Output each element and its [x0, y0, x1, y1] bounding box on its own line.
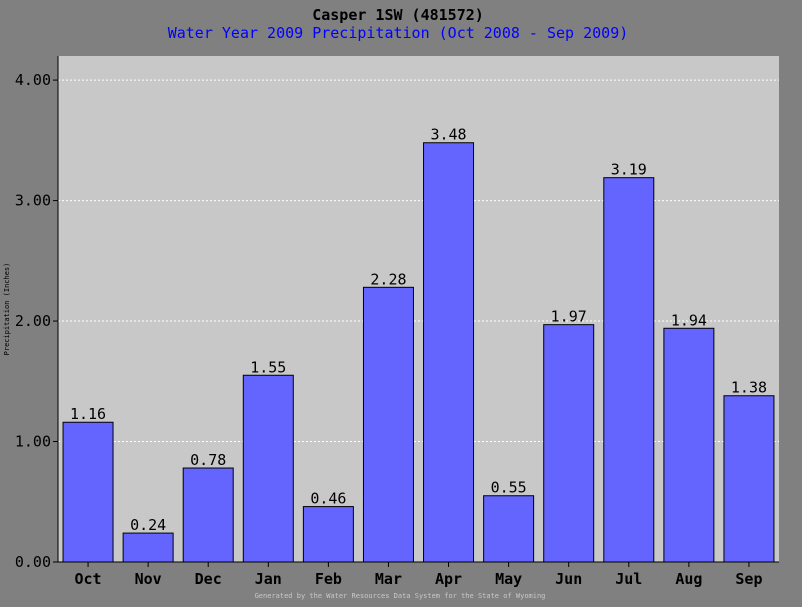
value-label-sep: 1.38: [731, 379, 767, 397]
x-tick-label-feb: Feb: [315, 570, 342, 588]
value-labels-group: 1.16 0.24 0.78 1.55 0.46 2.28 3.48 0.55 1.97 3.19…: [70, 126, 767, 534]
x-tick-label-may: May: [495, 570, 522, 588]
bars-group: [62, 142, 775, 563]
value-label-jun: 1.97: [551, 308, 587, 326]
footer-credit: Generated by the Water Resources Data Sy…: [255, 592, 546, 600]
value-label-may: 0.55: [491, 479, 527, 497]
bar-jun: [543, 324, 595, 563]
bar-oct: [62, 421, 114, 563]
y-axis-label: Precipitation (Inches): [3, 263, 11, 356]
bar-dec: [182, 467, 234, 563]
value-label-feb: 0.46: [310, 490, 346, 508]
x-tick-label-nov: Nov: [135, 570, 162, 588]
gridlines: [58, 79, 779, 443]
bar-mar: [362, 286, 414, 563]
value-label-dec: 0.78: [190, 451, 226, 469]
y-tick-label: 2.00: [15, 312, 51, 330]
x-tick-label-dec: Dec: [195, 570, 222, 588]
value-label-apr: 3.48: [430, 126, 466, 144]
x-tick-label-jul: Jul: [615, 570, 642, 588]
bar-jan: [242, 374, 294, 563]
x-tick-label-mar: Mar: [375, 570, 402, 588]
value-label-aug: 1.94: [671, 311, 707, 329]
value-label-oct: 1.16: [70, 405, 106, 423]
y-tick-label: 0.00: [15, 553, 51, 571]
bar-nov: [122, 532, 174, 563]
x-tick-label-sep: Sep: [735, 570, 762, 588]
y-tick-label: 1.00: [15, 433, 51, 451]
bar-apr: [423, 142, 475, 563]
x-tick-label-jun: Jun: [555, 570, 582, 588]
bar-feb: [302, 506, 354, 563]
bar-aug: [663, 327, 715, 563]
x-tick-label-jan: Jan: [255, 570, 282, 588]
value-label-jan: 1.55: [250, 358, 286, 376]
value-label-nov: 0.24: [130, 516, 166, 534]
y-tick-label: 4.00: [15, 71, 51, 89]
x-tick-label-apr: Apr: [435, 570, 462, 588]
value-label-mar: 2.28: [370, 270, 406, 288]
plot-area: [58, 56, 779, 562]
bar-sep: [723, 395, 775, 563]
y-tick-label: 3.00: [15, 192, 51, 210]
bar-may: [483, 495, 535, 563]
y-tick-labels-group: 0.00 1.00 2.00 3.00 4.00: [15, 71, 58, 571]
value-label-jul: 3.19: [611, 161, 647, 179]
chart-subtitle: Water Year 2009 Precipitation (Oct 2008 …: [168, 24, 629, 42]
bar-jul: [603, 177, 655, 563]
x-tick-label-aug: Aug: [675, 570, 702, 588]
chart-title: Casper 1SW (481572): [312, 6, 484, 24]
x-tick-label-oct: Oct: [74, 570, 101, 588]
x-tick-labels-group: Oct Nov Dec Jan Feb Mar Apr May Jun Jul Aug Sep: [74, 562, 763, 588]
